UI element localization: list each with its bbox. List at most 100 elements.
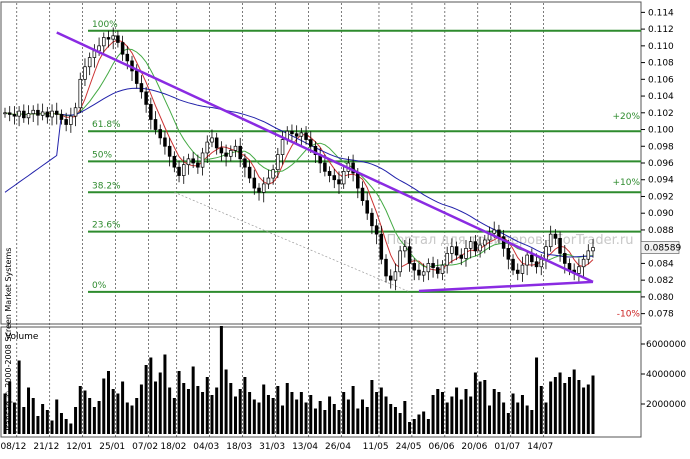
volume-bar (78, 386, 82, 434)
volume-bar (135, 398, 139, 434)
volume-bar (351, 386, 355, 434)
candle-body (365, 200, 369, 214)
candle-body (153, 119, 158, 130)
candle-body (125, 53, 130, 62)
volume-bar (233, 396, 237, 434)
candle-body (97, 45, 101, 52)
candle-body (73, 107, 78, 117)
volume-bar (426, 419, 430, 434)
volume-bar (304, 402, 308, 434)
volume-bar (271, 398, 275, 434)
volume-bar (535, 357, 539, 434)
volume-bar (154, 381, 158, 434)
candle-body (539, 258, 544, 268)
candle-body (92, 50, 97, 58)
candle-body (214, 137, 219, 149)
volume-bar (295, 399, 299, 434)
candle-body (327, 171, 332, 176)
candle-body (473, 241, 478, 252)
x-tick-label: 06/06 (429, 442, 455, 452)
candle-body (341, 171, 346, 185)
y-tick-label: 0.082 (648, 276, 674, 286)
volume-bar (139, 384, 143, 434)
candle-body (534, 261, 539, 268)
y-tick-label: 0.078 (648, 310, 674, 320)
y-tick-label: 0.110 (648, 42, 674, 52)
volume-bar (88, 398, 92, 434)
volume-bar (473, 372, 477, 434)
volume-bar (403, 401, 407, 434)
candle-body (426, 263, 431, 273)
volume-bar (191, 366, 195, 434)
candle-body (360, 187, 365, 202)
candle-body (323, 162, 327, 172)
volume-bar (337, 410, 341, 434)
candle-body (464, 248, 468, 259)
volume-bar (106, 371, 110, 434)
candle-body (106, 37, 111, 40)
volume-bar (281, 405, 285, 434)
volume-bar (36, 416, 40, 434)
volume-bar (393, 407, 397, 434)
candle-body (403, 246, 407, 252)
fib-level-label: 23.6% (92, 221, 121, 231)
candle-body (525, 254, 529, 266)
candle-body (553, 233, 558, 239)
candle-body (191, 158, 195, 164)
candle-body (515, 269, 520, 274)
volume-bar (520, 395, 524, 434)
y-tick-label: 0.088 (648, 226, 674, 236)
volume-bar (549, 381, 553, 434)
volume-bar (342, 392, 346, 434)
x-tick-label: 24/05 (396, 442, 422, 452)
volume-title: Volume (5, 332, 39, 342)
candle-body (520, 264, 525, 274)
volume-bar (417, 414, 421, 434)
candle-body (530, 254, 534, 263)
volume-bar (238, 389, 242, 434)
candle-body (243, 158, 247, 168)
x-tick-label: 25/01 (99, 442, 125, 452)
volume-bar (506, 413, 510, 434)
candle-body (374, 225, 379, 235)
candle-body (247, 166, 252, 179)
y-tick-label: 0.084 (648, 259, 674, 269)
volume-bar (299, 392, 303, 434)
volume-bar (525, 405, 529, 434)
candle-body (45, 111, 50, 118)
candle-body (196, 162, 200, 168)
candle-body (69, 115, 73, 125)
candle-body (294, 133, 299, 137)
fib-level-label: 38.2% (92, 181, 121, 191)
volume-bar (262, 384, 266, 434)
candle-body (393, 271, 398, 281)
candle-body (544, 246, 548, 260)
volume-bar (459, 399, 463, 434)
x-tick-label: 12/01 (66, 442, 92, 452)
fib-level-label: 50% (92, 150, 112, 160)
volume-bar (384, 396, 388, 434)
volume-bar (450, 396, 454, 434)
volume-bar (539, 386, 543, 434)
x-tick-label: 01/07 (494, 442, 520, 452)
volume-bar (248, 392, 252, 434)
volume-bar (398, 413, 402, 434)
candle-body (370, 212, 374, 227)
candle-body (563, 253, 567, 264)
candle-body (586, 250, 591, 260)
volume-bar (163, 354, 167, 434)
volume-bar (389, 404, 393, 434)
candle-body (83, 66, 87, 80)
candle-body (412, 263, 417, 271)
x-tick-label: 21/12 (33, 442, 59, 452)
candle-body (59, 114, 64, 120)
candle-body (172, 155, 177, 168)
x-tick-label: 14/07 (527, 442, 553, 452)
candle-body (351, 162, 355, 174)
volume-bar (149, 357, 153, 434)
candle-body (36, 109, 40, 116)
candle-body (384, 258, 388, 277)
volume-bar (332, 404, 336, 434)
volume-bar (478, 381, 482, 434)
volume-bar (210, 395, 214, 434)
